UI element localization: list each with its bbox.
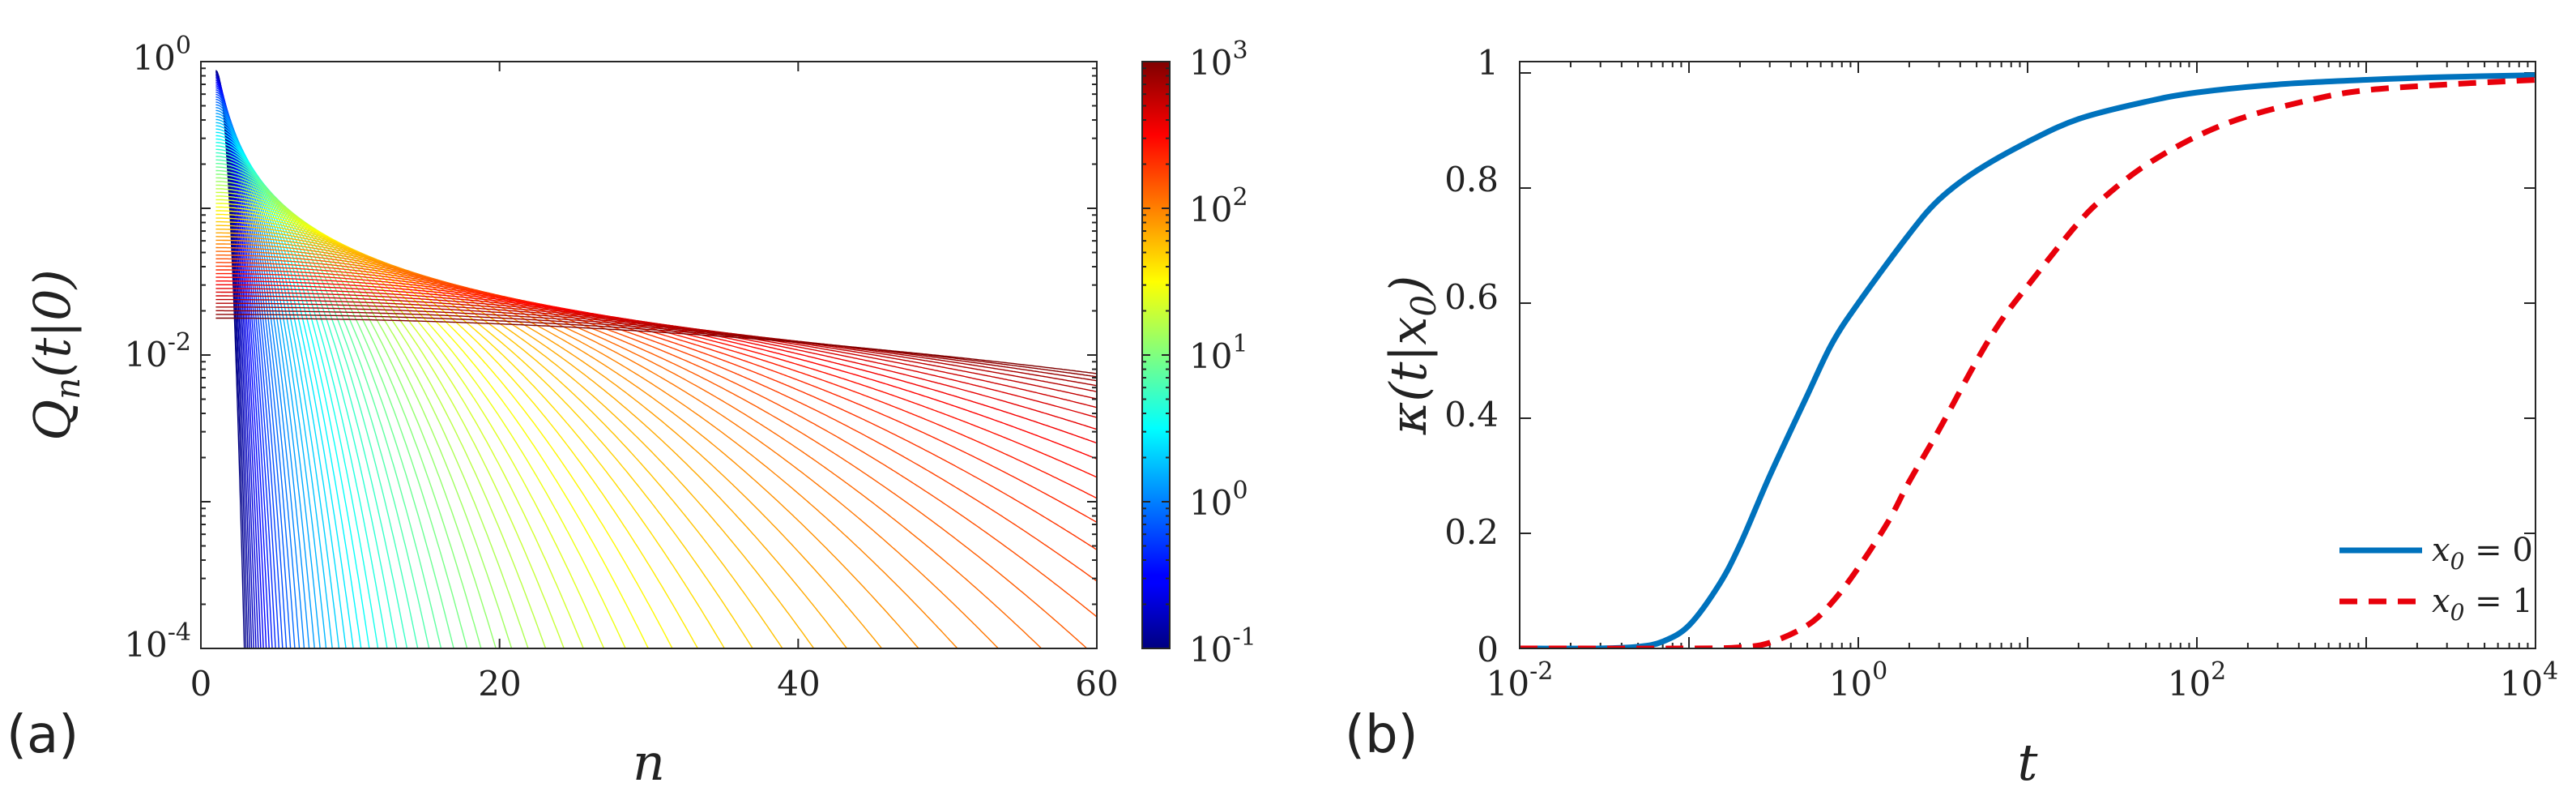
q-curve	[215, 236, 883, 648]
q-curve	[215, 195, 584, 648]
q-curve	[215, 317, 1097, 374]
q-curve	[215, 125, 340, 648]
q-curve	[215, 115, 321, 648]
panel-a-plot-area	[201, 62, 1097, 648]
panel-b-ytick-label: 0.6	[1444, 277, 1499, 317]
colorbar-tick-label: 10-1	[1189, 623, 1256, 670]
q-curve	[215, 199, 605, 648]
panel-b: 0 0.2 0.4 0.6 0.8 1 10-2 100 102 104 t κ…	[1345, 43, 2558, 792]
panel-a-ytick-label: 10-4	[124, 618, 191, 665]
q-curve	[215, 298, 1097, 400]
q-curve	[215, 246, 1000, 648]
panel-a: 100 10-2 10-4 0 20 40 60 n Qn(t|0) (a) 1…	[6, 32, 1256, 792]
q-curve	[215, 156, 419, 648]
q-curve	[215, 232, 848, 648]
panel-a-xtick-label: 0	[190, 664, 212, 704]
q-curve	[215, 210, 673, 648]
panel-a-label: (a)	[6, 705, 79, 765]
panel-b-xtick-label: 10-2	[1486, 657, 1554, 704]
panel-a-ylabel: Qn(t|0)	[23, 269, 87, 441]
q-curve	[215, 109, 310, 648]
panel-b-xtick-label: 102	[2168, 657, 2227, 704]
panel-a-curves	[215, 70, 1097, 648]
q-curve	[215, 276, 1097, 478]
panel-b-xtick-label: 100	[1829, 657, 1888, 704]
q-curve	[215, 203, 626, 648]
legend-label-x0-eq-0: x0 = 0	[2432, 532, 2533, 575]
panel-b-series	[1520, 72, 2535, 648]
q-curve	[215, 250, 1043, 648]
panel-b-ytick-label: 0.2	[1444, 512, 1499, 552]
panel-a-xtick-label: 60	[1075, 664, 1118, 704]
q-curve	[215, 181, 513, 648]
panel-a-ytick-label: 100	[132, 32, 191, 78]
panel-b-ytick-label: 0	[1477, 630, 1499, 670]
series-line-x0-eq-0	[1520, 72, 2535, 648]
q-curve	[215, 166, 454, 648]
q-curve	[215, 148, 398, 648]
q-curve	[215, 122, 333, 648]
q-curve	[215, 191, 565, 648]
q-curve	[215, 262, 1097, 582]
q-curve	[215, 213, 699, 648]
panel-b-ytick-label: 1	[1477, 43, 1499, 83]
q-curve	[215, 135, 362, 648]
panel-b-xlabel: t	[2018, 733, 2038, 792]
q-curve	[215, 128, 347, 648]
series-line-x0-eq-1	[1520, 77, 2535, 648]
q-curve	[215, 243, 958, 648]
q-curve	[215, 206, 650, 648]
panel-b-ylabel: κ(t|x0)	[1379, 276, 1444, 436]
q-curve	[215, 229, 815, 648]
q-curve	[215, 145, 388, 648]
panel-b-xtick-label: 104	[2500, 657, 2559, 704]
panel-b-legend: x0 = 0 x0 = 1	[2339, 532, 2533, 626]
q-curve	[215, 306, 1097, 387]
panel-a-xtick-label: 20	[478, 664, 521, 704]
q-curve	[215, 113, 315, 648]
q-curve	[215, 265, 1097, 550]
q-curve	[215, 310, 1097, 382]
colorbar-tick-label: 101	[1189, 330, 1248, 376]
q-curve	[215, 118, 327, 648]
panel-a-ytick-label: 10-2	[124, 328, 191, 374]
panel-a-xtick-label: 40	[777, 664, 820, 704]
colorbar-ticks	[1142, 61, 1170, 649]
panel-b-plot-area	[1520, 62, 2535, 648]
q-curve	[215, 225, 783, 648]
q-curve	[215, 188, 547, 648]
panel-b-ytick-label: 0.8	[1444, 160, 1499, 199]
q-curve	[215, 173, 482, 648]
q-curve	[215, 302, 1097, 392]
q-curve	[215, 314, 1097, 378]
q-curve	[215, 269, 1097, 524]
colorbar-tick-label: 103	[1189, 36, 1248, 83]
panel-b-label: (b)	[1345, 705, 1418, 765]
colorbar-tick-label: 102	[1189, 183, 1248, 229]
panel-b-ytick-label: 0.4	[1444, 395, 1499, 434]
q-curve	[215, 142, 379, 648]
panel-a-xlabel: n	[633, 733, 665, 792]
q-curve	[215, 295, 1097, 409]
panel-a-ticks	[200, 61, 1098, 649]
q-curve	[215, 255, 1088, 648]
q-curve	[215, 239, 919, 648]
q-curve	[215, 217, 726, 648]
q-curve	[215, 163, 442, 648]
q-curve	[215, 220, 753, 648]
q-curve	[215, 177, 497, 648]
colorbar-tick-label: 100	[1189, 477, 1248, 523]
legend-label-x0-eq-1: x0 = 1	[2432, 583, 2533, 626]
q-curve	[215, 152, 408, 648]
q-curve	[215, 258, 1097, 618]
q-curve	[215, 131, 354, 648]
panel-b-axes-box	[1519, 61, 2536, 649]
